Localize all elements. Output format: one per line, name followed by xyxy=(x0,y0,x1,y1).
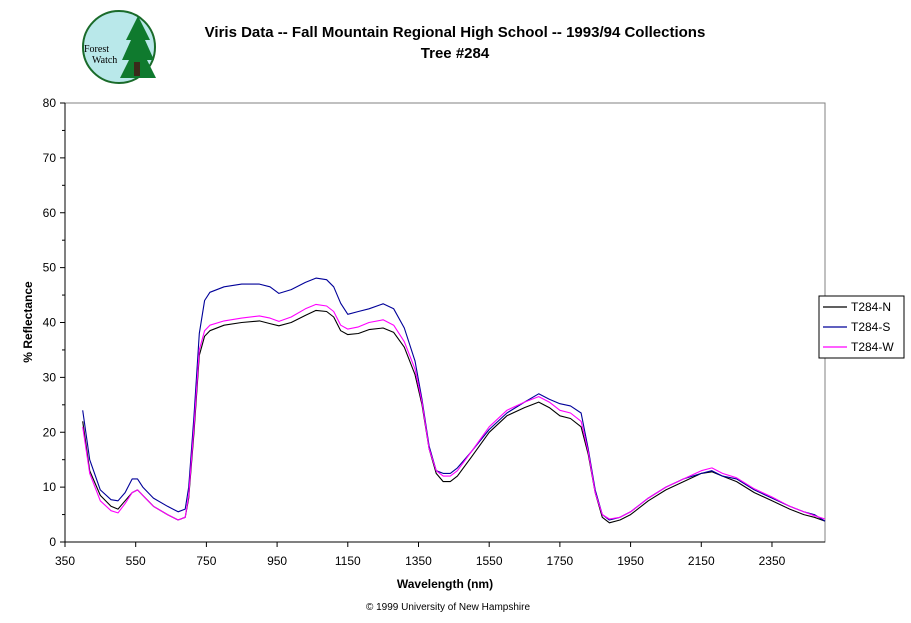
x-tick-label: 2350 xyxy=(759,554,786,568)
y-tick-label: 0 xyxy=(49,535,56,549)
x-axis-label: Wavelength (nm) xyxy=(397,577,493,591)
x-tick-label: 350 xyxy=(55,554,75,568)
x-tick-label: 1750 xyxy=(547,554,574,568)
forest-watch-logo: Forest Watch xyxy=(82,10,156,84)
x-axis: 350 550 750 950 1150 1350 1550 1750 1950 2150 2350 xyxy=(55,541,825,568)
x-tick-label: 1150 xyxy=(335,554,361,568)
legend: T284-N T284-S T284-W xyxy=(818,295,905,359)
y-tick-label: 10 xyxy=(43,480,57,494)
y-tick-label: 20 xyxy=(43,425,57,439)
x-tick-label: 550 xyxy=(126,554,146,568)
plot-area xyxy=(64,102,826,543)
y-axis: 0 10 20 30 40 50 60 70 80 xyxy=(43,96,66,549)
legend-label: T284-N xyxy=(851,300,891,314)
x-tick-label: 2150 xyxy=(688,554,715,568)
series-group xyxy=(82,277,826,524)
x-tick-label: 1950 xyxy=(617,554,644,568)
logo-trunk-icon xyxy=(134,62,140,76)
x-tick-label: 1350 xyxy=(405,554,432,568)
y-tick-label: 80 xyxy=(43,96,57,110)
logo-line1: Forest xyxy=(84,44,109,55)
logo-line2: Watch xyxy=(92,55,117,66)
y-tick-label: 40 xyxy=(43,316,57,330)
y-tick-label: 60 xyxy=(43,206,57,220)
chart-subtitle: Tree #284 xyxy=(421,45,490,62)
legend-label: T284-W xyxy=(851,340,894,354)
copyright-footer: © 1999 University of New Hampshire xyxy=(366,602,531,613)
y-tick-label: 30 xyxy=(43,370,57,384)
y-tick-label: 70 xyxy=(43,151,57,165)
y-axis-label: % Reflectance xyxy=(21,281,35,363)
chart-title: Viris Data -- Fall Mountain Regional Hig… xyxy=(205,24,706,41)
x-tick-label: 950 xyxy=(267,554,287,568)
x-tick-label: 750 xyxy=(196,554,216,568)
y-tick-label: 50 xyxy=(43,261,57,275)
x-tick-label: 1550 xyxy=(476,554,503,568)
legend-label: T284-S xyxy=(851,320,890,334)
series-line-t284-w xyxy=(82,303,826,521)
logo-tree-icon xyxy=(120,16,156,78)
